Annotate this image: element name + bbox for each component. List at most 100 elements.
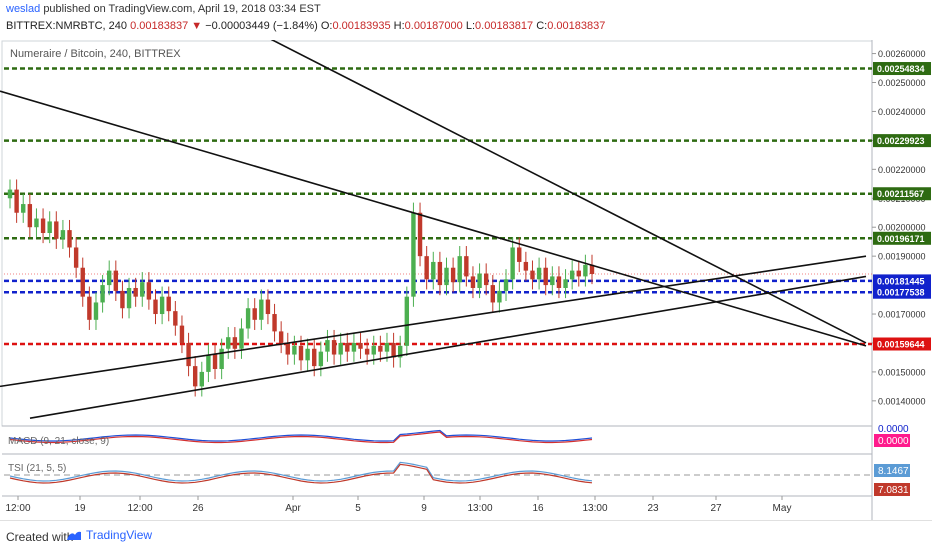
price-chart[interactable]: Numeraire / Bitcoin, 240, BITTREX 0.0026… [0,35,932,520]
tradingview-link[interactable]: TradingView [66,528,152,542]
candle-body [47,221,52,233]
x-tick-label: 26 [192,503,204,514]
candle-body [226,337,231,349]
candle-body [245,308,251,329]
candle-body [73,247,79,268]
candle-body [153,299,158,315]
candle-body [576,270,581,277]
candle-body [483,273,489,286]
candle-body [305,348,310,361]
y-tick-label: 0.00260000 [878,49,926,59]
down-arrow-icon: ▼ [191,20,203,32]
candle-body [159,296,165,315]
candle-body [126,287,132,309]
candle-body [583,264,588,277]
level-tag [873,134,931,148]
candle-body [21,204,26,213]
y-tick-label: 0.00190000 [878,252,926,262]
level-label: 0.00254834 [877,64,925,74]
trendline [0,90,867,347]
level-label: 0.00211567 [877,189,924,199]
candle-body [179,325,185,343]
x-tick-label: 12:00 [127,503,152,514]
candle-body [107,270,112,286]
y-tick-label: 0.00150000 [878,367,926,377]
candle-body [404,296,410,346]
candle-body [100,285,105,303]
candle-body [364,348,370,355]
candle-body [60,230,66,239]
candle-body [424,256,429,280]
candle-body [292,345,297,355]
close-value: 0.00183837 [547,20,606,32]
chart-title: Numeraire / Bitcoin, 240, BITTREX [10,48,181,60]
candle-body [173,311,178,326]
trendline [264,35,867,344]
candle-body [27,204,33,228]
y-tick-label: 0.00200000 [878,223,926,233]
y-tick-label: 0.00140000 [878,396,926,406]
candle-body [186,342,191,367]
candle-body [358,342,363,349]
candle-body [351,342,357,352]
open-label: O: [320,20,333,32]
candle-body [113,270,119,291]
candle-body [87,296,92,320]
open-value: 0.00183935 [332,20,391,32]
publish-line: weslad published on TradingView.com, Apr… [6,3,321,15]
candle-body [206,354,211,372]
candle-body [34,218,39,228]
y-tick-label: 0.00220000 [878,165,926,175]
candle-body [312,348,317,367]
ohlc-line: BITTREX:NMRBTC, 240 0.00183837 ▼ −0.0000… [6,20,605,32]
author-link[interactable]: weslad [6,3,41,15]
x-tick-label: 16 [532,503,544,514]
x-tick-label: 19 [74,503,86,514]
macd-line [9,429,593,442]
candle-body [272,314,277,332]
trendline [29,275,867,420]
candle-body [464,256,469,277]
macd-value-tag [874,434,910,447]
level-tag [873,62,931,76]
chart-area[interactable]: Numeraire / Bitcoin, 240, BITTREX 0.0026… [0,35,932,520]
candle-body [345,342,350,352]
candle-body [7,189,13,199]
candle-body [331,340,337,355]
level-label: 0.00181445 [877,276,925,286]
candle-body [536,267,542,280]
candle-body [259,299,264,320]
x-tick-label: 13:00 [467,503,492,514]
candle-body [67,230,72,248]
candle-body [80,267,85,297]
candle-body [212,354,218,370]
candle-body [232,337,238,349]
candle-body [378,345,383,352]
candle-body [543,267,548,286]
candle-body [219,348,224,370]
candle-body [417,212,423,257]
candle-body [490,285,495,303]
macd-label: MACD (9, 21, close, 9) [8,436,109,447]
level-tag [873,337,931,351]
tsi-line [9,461,593,482]
candle-body [192,366,198,387]
candle-body [556,276,562,288]
candle-body [278,331,284,343]
candle-body [444,267,449,286]
candle-body [252,308,257,320]
high-label: H: [393,20,405,32]
candle-body [140,282,145,297]
candle-body [318,351,324,367]
x-tick-label: May [773,503,792,514]
candle-body [338,342,343,355]
candle-body [450,267,456,283]
candle-body [477,273,482,288]
y-tick-label: 0.00250000 [878,78,926,88]
candle-body [199,371,204,387]
tradingview-logo-icon [67,531,81,540]
candle-body [384,342,390,352]
macd-value-2: 0.0000 [878,436,909,447]
y-tick-label: 0.00240000 [878,107,926,117]
level-tag [873,187,931,201]
